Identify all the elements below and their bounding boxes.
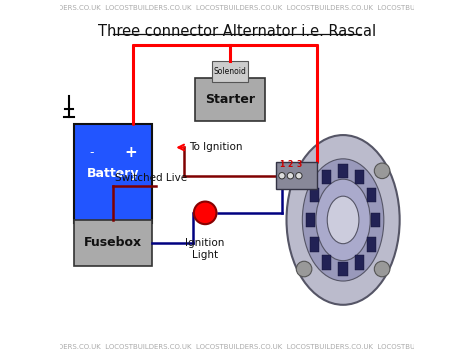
- FancyBboxPatch shape: [194, 78, 265, 121]
- Text: LOCOSTBUILDERS.CO.UK  LOCOSTBUILDERS.CO.UK  LOCOSTBUILDERS.CO.UK  LOCOSTBUILDERS: LOCOSTBUILDERS.CO.UK LOCOSTBUILDERS.CO.U…: [10, 344, 464, 350]
- Text: -: -: [89, 146, 94, 159]
- Text: Fusebox: Fusebox: [84, 236, 142, 250]
- Circle shape: [194, 202, 217, 224]
- FancyBboxPatch shape: [74, 125, 152, 223]
- FancyBboxPatch shape: [367, 237, 376, 252]
- FancyBboxPatch shape: [322, 256, 331, 270]
- FancyBboxPatch shape: [355, 256, 364, 270]
- FancyBboxPatch shape: [310, 188, 319, 202]
- Text: Starter: Starter: [205, 93, 255, 106]
- FancyBboxPatch shape: [310, 237, 319, 252]
- FancyBboxPatch shape: [367, 188, 376, 202]
- Text: Three connector Alternator i.e. Rascal: Three connector Alternator i.e. Rascal: [98, 24, 376, 39]
- Ellipse shape: [286, 135, 400, 305]
- Text: 1: 1: [279, 160, 284, 169]
- Text: +: +: [124, 145, 137, 160]
- Circle shape: [296, 261, 312, 277]
- Text: Battery: Battery: [87, 168, 139, 180]
- Circle shape: [296, 173, 302, 179]
- FancyBboxPatch shape: [74, 220, 152, 266]
- Text: Switched Live: Switched Live: [115, 173, 187, 183]
- Text: LOCOSTBUILDERS.CO.UK  LOCOSTBUILDERS.CO.UK  LOCOSTBUILDERS.CO.UK  LOCOSTBUILDERS: LOCOSTBUILDERS.CO.UK LOCOSTBUILDERS.CO.U…: [10, 5, 464, 11]
- FancyBboxPatch shape: [338, 262, 348, 276]
- Text: To Ignition: To Ignition: [189, 142, 243, 152]
- FancyBboxPatch shape: [371, 213, 381, 227]
- Circle shape: [374, 261, 390, 277]
- FancyBboxPatch shape: [212, 61, 247, 82]
- Circle shape: [279, 173, 285, 179]
- FancyBboxPatch shape: [306, 213, 315, 227]
- Text: Ignition
Light: Ignition Light: [185, 238, 225, 260]
- FancyBboxPatch shape: [276, 163, 317, 189]
- Circle shape: [287, 173, 293, 179]
- Ellipse shape: [302, 159, 384, 281]
- FancyBboxPatch shape: [338, 164, 348, 178]
- Circle shape: [296, 163, 312, 179]
- Ellipse shape: [327, 196, 359, 244]
- Text: 3: 3: [296, 160, 301, 169]
- Circle shape: [374, 163, 390, 179]
- Ellipse shape: [316, 179, 370, 261]
- Text: 2: 2: [288, 160, 293, 169]
- FancyBboxPatch shape: [322, 170, 331, 184]
- Text: Solenoid: Solenoid: [213, 67, 246, 76]
- FancyBboxPatch shape: [355, 170, 364, 184]
